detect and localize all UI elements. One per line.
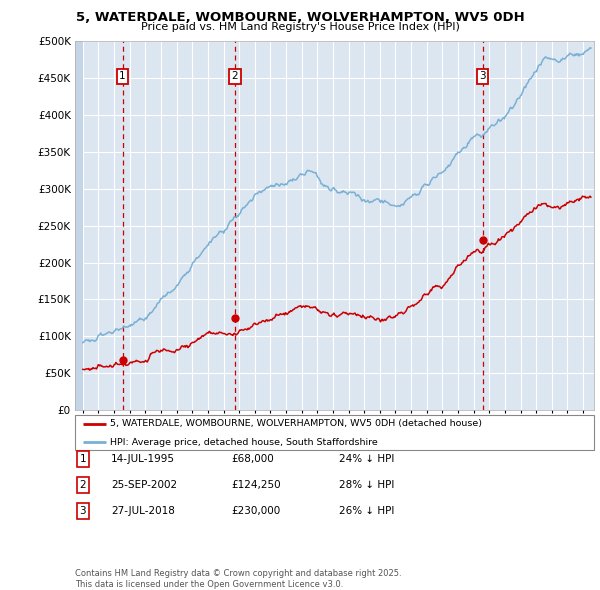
Text: 27-JUL-2018: 27-JUL-2018 <box>111 506 175 516</box>
FancyBboxPatch shape <box>75 415 594 450</box>
Text: 2: 2 <box>79 480 86 490</box>
Text: Contains HM Land Registry data © Crown copyright and database right 2025.
This d: Contains HM Land Registry data © Crown c… <box>75 569 401 589</box>
Text: 5, WATERDALE, WOMBOURNE, WOLVERHAMPTON, WV5 0DH (detached house): 5, WATERDALE, WOMBOURNE, WOLVERHAMPTON, … <box>110 419 482 428</box>
Text: 5, WATERDALE, WOMBOURNE, WOLVERHAMPTON, WV5 0DH: 5, WATERDALE, WOMBOURNE, WOLVERHAMPTON, … <box>76 11 524 24</box>
Text: 2: 2 <box>232 71 238 81</box>
Text: HPI: Average price, detached house, South Staffordshire: HPI: Average price, detached house, Sout… <box>110 438 378 447</box>
Text: 1: 1 <box>79 454 86 464</box>
Bar <box>75 41 83 410</box>
Text: 3: 3 <box>79 506 86 516</box>
Text: 26% ↓ HPI: 26% ↓ HPI <box>339 506 394 516</box>
Text: 24% ↓ HPI: 24% ↓ HPI <box>339 454 394 464</box>
Text: £230,000: £230,000 <box>231 506 280 516</box>
Text: 1: 1 <box>119 71 126 81</box>
Text: Price paid vs. HM Land Registry's House Price Index (HPI): Price paid vs. HM Land Registry's House … <box>140 22 460 32</box>
Text: 25-SEP-2002: 25-SEP-2002 <box>111 480 177 490</box>
Text: 3: 3 <box>479 71 486 81</box>
Text: £68,000: £68,000 <box>231 454 274 464</box>
Text: 14-JUL-1995: 14-JUL-1995 <box>111 454 175 464</box>
Text: 28% ↓ HPI: 28% ↓ HPI <box>339 480 394 490</box>
Text: £124,250: £124,250 <box>231 480 281 490</box>
